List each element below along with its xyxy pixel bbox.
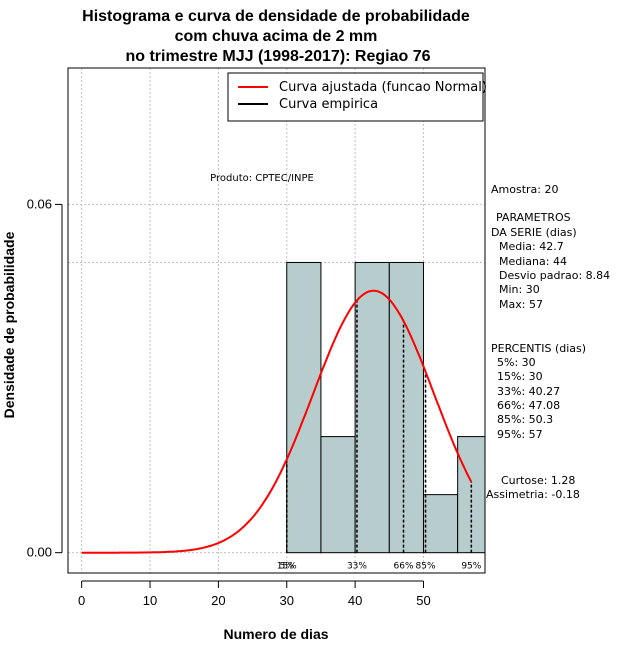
- percentile-label: 85%: [416, 562, 436, 572]
- legend-label-fit: Curva ajustada (funcao Normal): [279, 80, 487, 95]
- x-axis-label: Numero de dias: [223, 626, 328, 642]
- x-tick-label: 50: [416, 593, 430, 608]
- stats-line: PARAMETROS: [496, 211, 571, 224]
- stats-line: Media: 42.7: [499, 240, 564, 253]
- legend: Curva ajustada (funcao Normal) Curva emp…: [227, 72, 487, 122]
- normal-fit-curve: [81, 289, 473, 554]
- x-tick-label: 20: [211, 593, 225, 608]
- histogram-bar: [354, 261, 390, 554]
- stats-line: 33%: 40.27: [497, 385, 560, 398]
- percentile-label: 66%: [394, 562, 414, 572]
- chart-title-line-1: Histograma e curva de densidade de proba…: [82, 8, 470, 25]
- axes: 0 10 20 30 40 50 0.00 0.06: [27, 196, 431, 608]
- stats-line: 66%: 47.08: [497, 399, 560, 412]
- histogram-bar: [320, 436, 356, 554]
- legend-label-empirical: Curva empirica: [279, 97, 378, 112]
- stats-line: Min: 30: [499, 283, 540, 296]
- legend-box: [227, 72, 484, 122]
- x-tick-label: 0: [78, 593, 85, 608]
- stats-line: 95%: 57: [497, 428, 543, 441]
- histogram-bars: [286, 261, 486, 554]
- product-annotation: Produto: CPTEC/INPE: [210, 173, 314, 184]
- stats-line: Max: 57: [499, 298, 543, 311]
- stats-line: Desvio padrao: 8.84: [499, 269, 610, 282]
- y-axis-label: Densidade de probabilidade: [1, 231, 17, 418]
- chart-text: Histograma e curva de densidade de proba…: [1, 8, 470, 642]
- plot-frame: [67, 67, 486, 574]
- stats-line: 15%: 30: [497, 370, 543, 383]
- percentile-label: 5%: [280, 562, 295, 572]
- histogram-bar: [286, 261, 322, 554]
- chart-title-line-3: no trimestre MJJ (1998-2017): Regiao 76: [125, 48, 430, 65]
- stats-line: Amostra: 20: [491, 183, 558, 196]
- stats-line: Mediana: 44: [499, 255, 567, 268]
- y-tick-label: 0.00: [27, 545, 52, 560]
- normal-curve-path: [81, 289, 473, 554]
- histogram-bar: [422, 494, 459, 554]
- x-tick-label: 30: [280, 593, 294, 608]
- x-tick-label: 10: [143, 593, 157, 608]
- chart-title-line-2: com chuva acima de 2 mm: [175, 28, 378, 45]
- stats-line: 5%: 30: [497, 356, 536, 369]
- stats-line: Assimetria: -0.18: [486, 488, 580, 501]
- percentile-label: 33%: [347, 562, 367, 572]
- stats-line: PERCENTIS (dias): [491, 342, 586, 355]
- percentile-label: 95%: [461, 562, 481, 572]
- stats-line: Curtose: 1.28: [501, 474, 575, 487]
- x-tick-label: 40: [348, 593, 362, 608]
- stats-line: 85%: 50.3: [497, 413, 553, 426]
- percentile-lines: 5%15% 33% 66% 85% 95%: [277, 300, 482, 572]
- y-tick-label: 0.06: [27, 196, 52, 211]
- stats-line: DA SERIE (dias): [491, 226, 577, 239]
- histogram-bar: [388, 261, 424, 554]
- percentile-label: 15%: [277, 562, 297, 572]
